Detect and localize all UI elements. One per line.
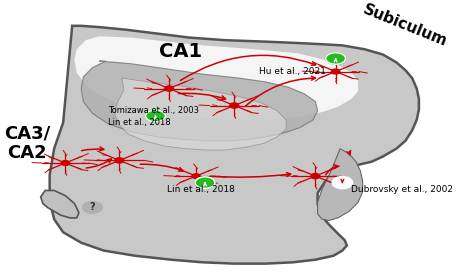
Circle shape: [146, 110, 165, 122]
Circle shape: [192, 174, 200, 178]
Polygon shape: [74, 36, 358, 120]
Circle shape: [164, 86, 173, 91]
Circle shape: [331, 69, 340, 74]
Polygon shape: [115, 78, 286, 150]
Polygon shape: [318, 149, 363, 221]
Polygon shape: [41, 190, 79, 218]
Circle shape: [332, 177, 352, 188]
Text: ?: ?: [90, 202, 95, 213]
Text: Subiculum: Subiculum: [361, 2, 450, 50]
Text: Hu et al., 2021: Hu et al., 2021: [259, 67, 326, 76]
Circle shape: [195, 177, 215, 188]
Circle shape: [230, 103, 239, 108]
Polygon shape: [50, 26, 419, 264]
Polygon shape: [81, 61, 318, 141]
Circle shape: [82, 202, 102, 213]
Circle shape: [326, 53, 346, 64]
Text: CA1: CA1: [159, 43, 202, 61]
Circle shape: [61, 160, 70, 165]
Text: Dubrovsky et al., 2002: Dubrovsky et al., 2002: [351, 185, 454, 194]
Text: Lin et al., 2018: Lin et al., 2018: [167, 185, 235, 194]
Text: Tomizawa et al., 2003: Tomizawa et al., 2003: [108, 106, 199, 115]
Circle shape: [311, 174, 320, 179]
Circle shape: [115, 158, 124, 163]
Text: CA3/
CA2: CA3/ CA2: [4, 125, 50, 162]
Text: Lin et al., 2018: Lin et al., 2018: [108, 118, 171, 127]
